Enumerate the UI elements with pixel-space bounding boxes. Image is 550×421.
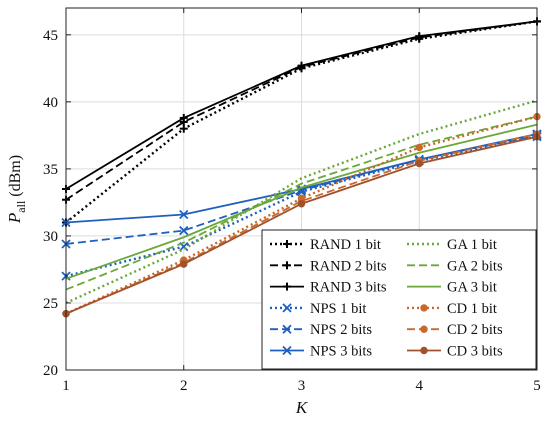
legend-label: CD 1 bit: [447, 301, 497, 317]
legend-label: CD 2 bits: [447, 322, 503, 338]
legend-item: GA 3 bit: [407, 280, 497, 296]
data-point: [297, 200, 306, 208]
legend-marker: [420, 304, 428, 312]
series-ga-1-bit: [65, 99, 538, 305]
legend-item: CD 1 bit: [407, 301, 497, 317]
legend-item: GA 1 bit: [407, 237, 497, 253]
x-tick-label: 3: [298, 378, 306, 394]
legend-marker: [282, 303, 292, 313]
series-ga-2-bits: [65, 115, 538, 291]
x-tick-label: 5: [533, 378, 541, 394]
y-axis-label-unit: (dBm): [7, 155, 24, 197]
legend-item: CD 2 bits: [407, 322, 503, 338]
legend-label: RAND 1 bit: [310, 237, 381, 253]
series-line-ga-1-bit: [65, 99, 538, 305]
y-axis-label: Pall (dBm): [5, 155, 28, 224]
legend-label: NPS 3 bits: [310, 344, 372, 360]
legend-marker: [283, 240, 291, 248]
data-point: [179, 124, 188, 133]
legend-marker: [420, 325, 428, 333]
data-point: [179, 225, 189, 236]
legend-item: CD 3 bits: [407, 344, 503, 360]
legend-marker: [283, 261, 291, 270]
legend-item: NPS 1 bit: [270, 301, 366, 317]
y-tick-label: 25: [43, 296, 58, 312]
x-axis-label: K: [295, 398, 309, 417]
legend-label: NPS 2 bits: [310, 322, 372, 338]
legend-marker: [282, 324, 292, 334]
data-point: [415, 32, 424, 41]
legend-marker: [420, 346, 428, 355]
legend-label: CD 3 bits: [447, 344, 503, 360]
y-axis-label-main: P: [5, 213, 24, 224]
data-point: [297, 61, 306, 70]
series-line-ga-3-bit: [65, 123, 538, 280]
series-ga-3-bit: [65, 123, 538, 280]
legend-label: GA 2 bits: [447, 258, 503, 274]
y-tick-label: 35: [43, 162, 58, 178]
y-tick-label: 40: [43, 95, 58, 111]
legend-label: RAND 3 bits: [310, 280, 387, 296]
legend-label: GA 3 bit: [447, 280, 497, 296]
legend-marker: [282, 345, 292, 356]
series-line-rand-1-bit: [65, 20, 538, 224]
legend-item: GA 2 bits: [407, 258, 503, 274]
y-tick-label: 45: [43, 28, 58, 44]
legend-marker: [283, 282, 291, 291]
legend-label: NPS 1 bit: [310, 301, 366, 317]
legend-item: NPS 2 bits: [270, 322, 372, 338]
x-tick-label: 1: [62, 378, 70, 394]
series-line-ga-2-bits: [65, 115, 538, 291]
data-point: [179, 209, 189, 220]
legend-label: GA 1 bit: [447, 237, 497, 253]
series-line-cd-1-bit: [65, 115, 538, 315]
legend-box: [261, 229, 537, 370]
data-point: [179, 113, 188, 122]
data-point: [415, 143, 423, 152]
legend-item: RAND 2 bits: [270, 258, 387, 274]
legend-item: RAND 1 bit: [270, 237, 381, 253]
legend-item: RAND 3 bits: [270, 280, 387, 296]
y-axis-label-sub: all: [14, 200, 28, 213]
data-point: [180, 260, 188, 268]
legend-label: RAND 2 bits: [310, 258, 387, 274]
y-tick-label: 20: [43, 363, 58, 379]
y-tick-label: 30: [43, 229, 58, 245]
x-tick-label: 2: [180, 378, 188, 394]
legend-item: NPS 3 bits: [270, 344, 372, 360]
x-tick-label: 4: [416, 378, 424, 394]
legend: RAND 1 bit RAND 2 bits RAND 3 bits NPS 1 bi…: [261, 229, 537, 370]
data-point: [415, 159, 423, 168]
series-cd-3-bits: [62, 133, 541, 318]
